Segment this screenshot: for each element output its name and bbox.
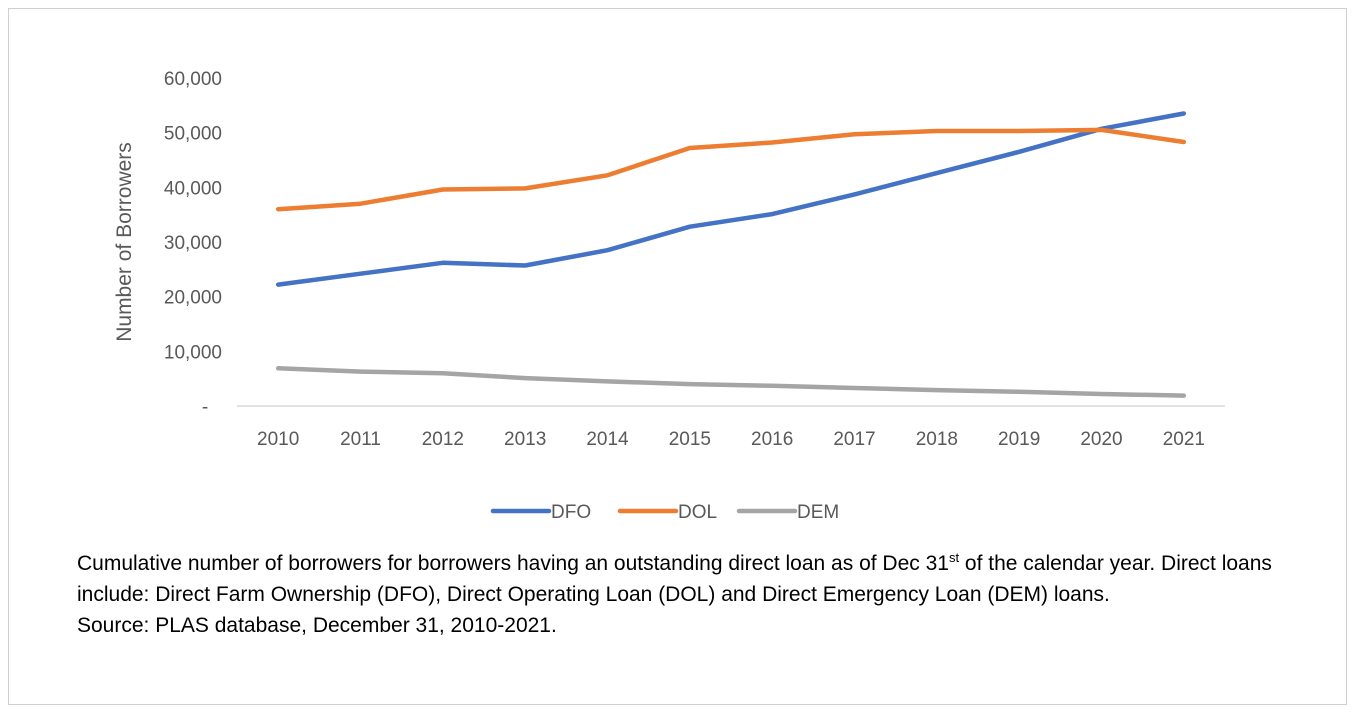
x-tick-label: 2016	[751, 429, 793, 450]
y-tick-label: 10,000	[164, 342, 222, 363]
series-lines	[275, 111, 1187, 398]
y-tick-label: 60,000	[164, 69, 222, 90]
y-tick-label: 50,000	[164, 124, 222, 145]
caption-text-part-1: Cumulative number of borrowers for borro…	[77, 552, 949, 575]
series-line-dfo	[275, 111, 1187, 287]
caption-source: Source: PLAS database, December 31, 2010…	[77, 614, 557, 637]
legend-label-dem: DEM	[797, 502, 839, 523]
y-tick-label: 40,000	[164, 178, 222, 199]
x-tick-label: 2018	[916, 429, 958, 450]
y-tick-label: 20,000	[164, 288, 222, 309]
legend-label-dfo: DFO	[551, 502, 591, 523]
x-tick-label: 2015	[669, 429, 711, 450]
x-axis-tick-labels: 2010 2011 2012 2013 2014 2015 2016 2017 2018 2019…	[257, 429, 1205, 450]
y-tick-label: -	[202, 397, 208, 418]
series-line-dem	[275, 366, 1187, 398]
y-axis-title: Number of Borrowers	[113, 142, 136, 342]
series-line-dol	[275, 127, 1187, 212]
x-tick-label: 2014	[586, 429, 629, 450]
caption-description: Cumulative number of borrowers for borro…	[77, 548, 1317, 610]
x-tick-label: 2010	[257, 429, 299, 450]
x-tick-label: 2019	[998, 429, 1040, 450]
x-tick-label: 2012	[422, 429, 464, 450]
x-tick-label: 2020	[1080, 429, 1122, 450]
caption-text-part-2: of the calendar year. Direct loans inclu…	[77, 552, 1272, 606]
line-chart: - 10,000 20,000 30,000 40,000 50,000 60,000 20…	[113, 69, 1225, 523]
x-tick-label: 2013	[504, 429, 546, 450]
x-tick-label: 2011	[340, 429, 381, 450]
figure-caption: Cumulative number of borrowers for borro…	[77, 548, 1317, 641]
x-tick-label: 2017	[833, 429, 875, 450]
legend: DFO DOL DEM	[490, 502, 839, 523]
x-tick-label: 2021	[1163, 429, 1205, 450]
y-axis-tick-labels: - 10,000 20,000 30,000 40,000 50,000 60,000	[164, 69, 222, 418]
legend-label-dol: DOL	[678, 502, 717, 523]
y-tick-label: 30,000	[164, 233, 222, 254]
caption-ordinal-suffix: st	[948, 550, 960, 565]
